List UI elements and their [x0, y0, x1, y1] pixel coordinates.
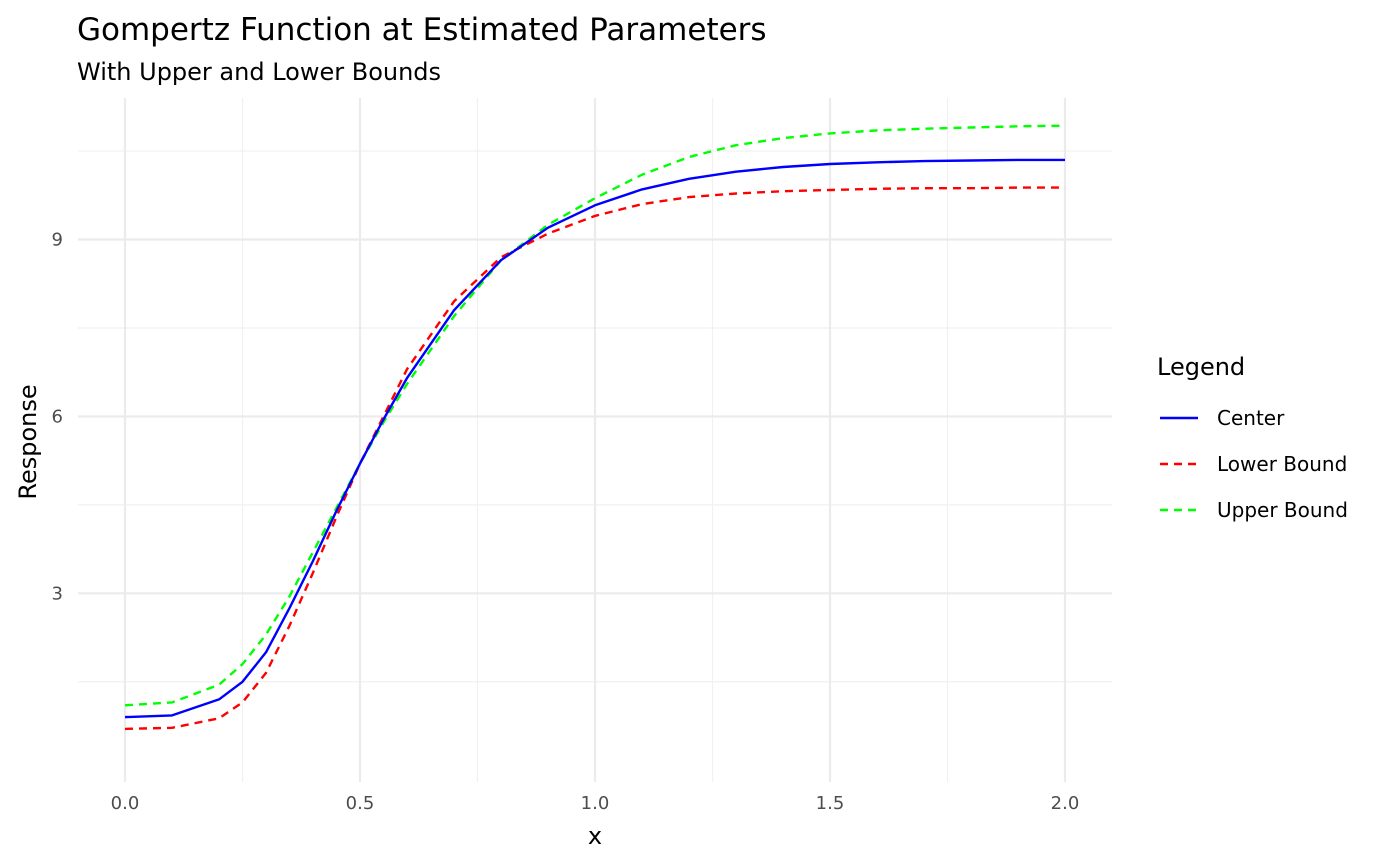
legend-label: Lower Bound: [1217, 452, 1347, 476]
grid: [78, 98, 1112, 782]
y-axis-ticks: 3 6 9: [52, 230, 63, 605]
legend-label: Upper Bound: [1217, 498, 1348, 522]
chart-title: Gompertz Function at Estimated Parameter…: [77, 12, 767, 48]
series-line-lower-bound: [124, 186, 1065, 731]
legend-title: Legend: [1157, 353, 1245, 381]
series-lines: [124, 124, 1066, 731]
x-tick-label: 2.0: [1051, 793, 1080, 814]
series-line-center: [124, 158, 1065, 719]
y-axis-title: Response: [14, 384, 42, 499]
chart-subtitle: With Upper and Lower Bounds: [77, 58, 442, 86]
x-tick-label: 0.0: [111, 793, 140, 814]
legend-items: Center Lower Bound Upper Bound: [1160, 406, 1348, 522]
x-tick-label: 1.0: [581, 793, 610, 814]
x-tick-label: 0.5: [346, 793, 375, 814]
y-tick-label: 9: [52, 230, 63, 251]
legend: Legend Center Lower Bound Upper Bound: [1157, 353, 1348, 522]
y-tick-label: 6: [52, 406, 63, 427]
x-axis-title: x: [588, 822, 602, 850]
y-tick-label: 3: [52, 583, 63, 604]
x-axis-ticks: 0.0 0.5 1.0 1.5 2.0: [111, 793, 1080, 814]
x-tick-label: 1.5: [816, 793, 845, 814]
legend-label: Center: [1217, 406, 1285, 430]
